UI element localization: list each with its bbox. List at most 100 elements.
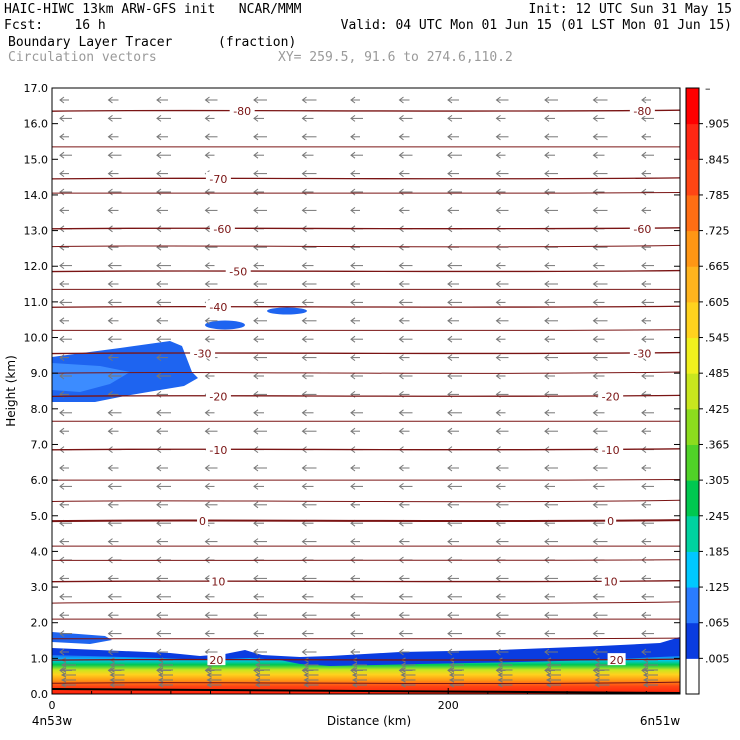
vector-arrow (350, 115, 363, 122)
colorbar-swatch (686, 337, 699, 374)
vector-arrow (204, 501, 218, 509)
vector-arrow (156, 464, 168, 472)
vector-arrow (204, 427, 218, 435)
vector-arrow (495, 648, 509, 656)
vector-arrow (544, 317, 558, 325)
vector-arrow (107, 170, 119, 178)
vector-arrow (544, 630, 555, 637)
vector-arrow (447, 280, 459, 288)
vector-arrow (641, 133, 651, 141)
vector-arrow (497, 662, 513, 668)
vector-arrow (107, 335, 122, 343)
vector-arrow (447, 630, 462, 637)
vector-arrow (641, 317, 651, 325)
vector-arrow (301, 630, 314, 637)
vector-arrow (59, 354, 69, 362)
vector-arrow (204, 317, 218, 325)
vector-arrow (156, 206, 168, 214)
vector-arrow (301, 593, 314, 601)
vector-arrow (253, 133, 267, 141)
vector-arrow (495, 133, 509, 141)
vector-arrow (398, 464, 410, 472)
vector-arrow (301, 280, 317, 288)
vector-arrow (544, 482, 555, 490)
vector-arrow (398, 593, 413, 601)
vector-arrow (107, 501, 119, 509)
vector-arrow (641, 482, 654, 490)
header-line1-left: HAIC-HIWC 13km ARW-GFS init NCAR/MMM (4, 2, 302, 17)
header-line2-left: Fcst: 16 h (4, 18, 106, 33)
endpoint-left: 4n53w (32, 714, 73, 728)
colorbar-swatch (686, 123, 699, 160)
vector-arrow (641, 115, 654, 122)
vector-arrow (544, 206, 558, 214)
vector-arrow (59, 280, 69, 288)
vector-arrow (204, 464, 218, 472)
vector-arrow (253, 243, 267, 251)
colorbar-swatch (686, 88, 699, 125)
vector-arrow (592, 464, 608, 472)
isotherm-label: -10 (602, 444, 620, 457)
y-tick-label: 13.0 (24, 225, 49, 238)
vector-arrow (592, 482, 605, 490)
vector-arrow (350, 611, 360, 619)
vector-arrow (301, 427, 317, 435)
header-line1-right: Init: 12 UTC Sun 31 May 15 (528, 2, 733, 17)
vector-arrow (447, 538, 459, 545)
vector-arrow (447, 354, 459, 362)
vector-arrow (495, 335, 506, 343)
vector-arrow (253, 354, 267, 362)
colorbar: .005 .065 .125 .185 .245 .305 .365 .425 .485 .545… (685, 82, 730, 695)
vector-arrow (254, 667, 270, 673)
vector-arrow (398, 151, 413, 159)
isotherm-label-bg (607, 653, 626, 666)
vector-arrow (592, 170, 608, 178)
vector-arrow (495, 298, 506, 306)
isotherm-line (52, 580, 680, 583)
colorbar-label: .185 (705, 545, 730, 558)
vector-arrow (495, 409, 506, 417)
vector-arrow (641, 611, 651, 619)
isotherm-line (52, 192, 680, 194)
isotherm-line (52, 177, 680, 180)
vector-arrow (204, 409, 215, 417)
vector-arrow (398, 335, 413, 343)
vector-arrow (544, 280, 558, 288)
vector-arrow (544, 372, 555, 380)
vector-arrow (350, 317, 360, 325)
y-tick-label: 15.0 (24, 153, 49, 166)
isotherm-line (52, 448, 680, 451)
vector-arrow (350, 482, 363, 490)
vector-arrow (59, 630, 72, 637)
vector-arrow (351, 662, 367, 668)
vector-arrow (447, 115, 462, 122)
vector-arrow (60, 682, 76, 688)
vector-arrow (497, 667, 513, 673)
isotherm-label: -30 (633, 348, 651, 361)
vector-arrow (544, 115, 555, 122)
vector-arrow (253, 96, 267, 104)
vector-arrow (156, 611, 168, 619)
vector-arrow (156, 630, 171, 637)
vector-arrow (544, 243, 558, 251)
field-name: Boundary Layer Tracer (8, 35, 173, 50)
isotherm-label-bg (629, 346, 655, 359)
vector-field-name: Circulation vectors (8, 50, 157, 65)
vector-arrow (303, 672, 319, 678)
vector-arrow (156, 188, 171, 196)
isotherm-line (52, 479, 680, 481)
vector-arrow (350, 96, 360, 104)
vector-arrow (253, 630, 264, 637)
vector-arrow (253, 575, 267, 582)
vector-arrow (301, 409, 314, 417)
vector-arrow (495, 188, 506, 196)
colorbar-label: .545 (705, 332, 730, 345)
vector-arrow (253, 427, 267, 435)
isotherm-label: -80 (233, 105, 251, 118)
isotherm-line (52, 499, 680, 503)
colorbar-label: .845 (705, 153, 730, 166)
vector-arrow (641, 151, 654, 159)
vector-arrow (495, 372, 506, 380)
vector-arrow (253, 593, 264, 601)
vector-arrow (447, 262, 462, 270)
